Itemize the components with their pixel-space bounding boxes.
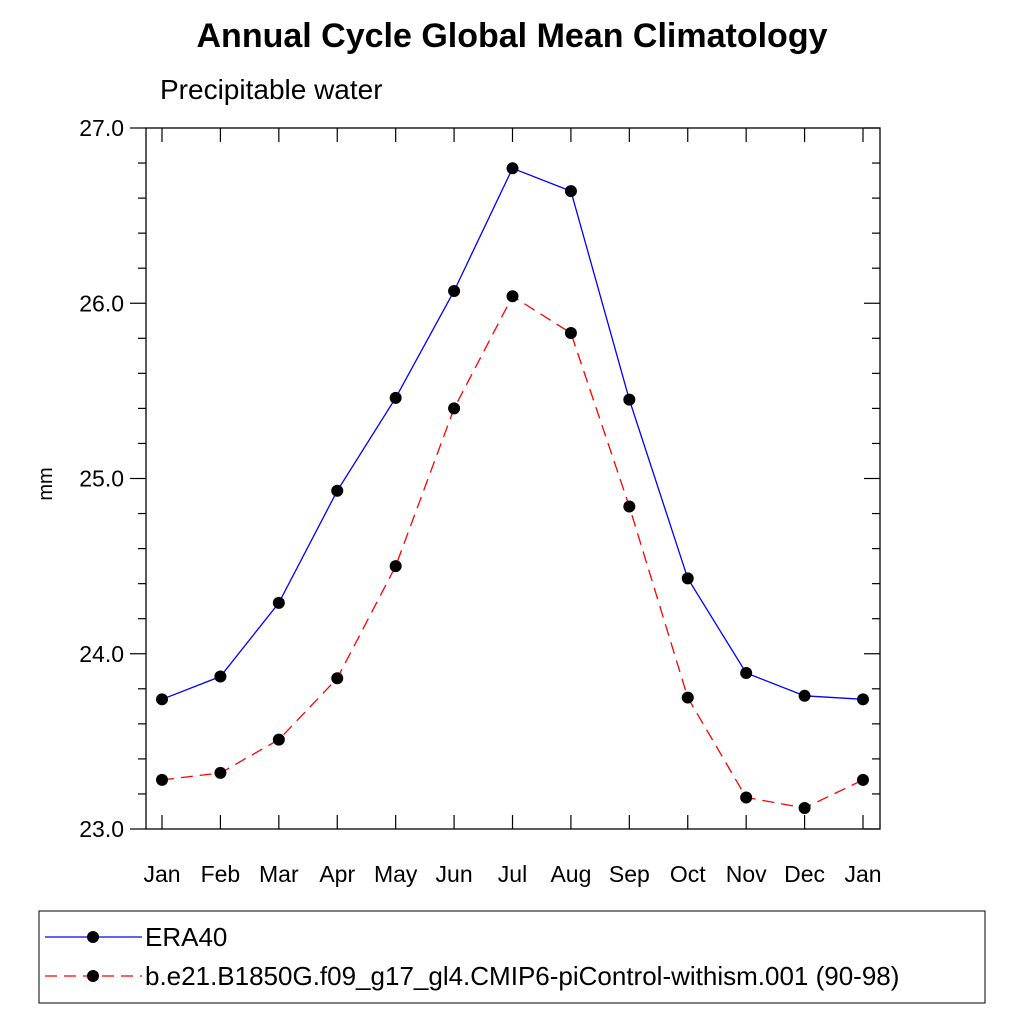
legend-marker: [87, 970, 99, 982]
x-tick-label: Apr: [319, 861, 355, 887]
x-tick-label: Jun: [436, 861, 473, 887]
chart-title: Annual Cycle Global Mean Climatology: [197, 17, 828, 55]
series-line: [161, 295, 864, 809]
data-point: [389, 391, 402, 404]
data-point: [506, 162, 519, 175]
x-tick-label: Feb: [201, 861, 241, 887]
data-point: [857, 693, 869, 706]
series-1: [156, 162, 869, 706]
data-point: [857, 773, 869, 786]
x-tick-label: Jan: [844, 861, 881, 887]
data-point: [564, 185, 577, 198]
x-tick-label: Nov: [726, 861, 767, 887]
data-point: [623, 500, 636, 513]
axis-ticks: Jan Feb Mar Apr May Jun Jul Aug Sep Oct Nov Dec Jan 2…: [79, 115, 881, 887]
x-tick-label: May: [374, 861, 418, 887]
chart-subtitle: Precipitable water: [160, 74, 383, 105]
x-tick-label: Mar: [259, 861, 299, 887]
y-axis-label: mm: [35, 467, 57, 500]
data-point: [331, 484, 344, 497]
data-point: [331, 672, 344, 685]
series-line: [161, 167, 864, 700]
data-point: [214, 670, 227, 683]
data-point: [740, 791, 753, 804]
legend-label: ERA40: [145, 922, 227, 952]
series-layer: [156, 162, 869, 814]
legend-box: [38, 910, 986, 1004]
y-tick-label: 27.0: [79, 115, 124, 141]
series-2: [156, 290, 869, 814]
data-point: [272, 596, 285, 609]
x-tick-label: Jul: [498, 861, 527, 887]
x-tick-label: Sep: [609, 861, 650, 887]
x-tick-label: Dec: [784, 861, 825, 887]
x-tick-label: Oct: [670, 861, 706, 887]
data-point: [272, 733, 285, 746]
data-point: [681, 572, 694, 585]
y-tick-label: 25.0: [79, 466, 124, 492]
data-point: [740, 667, 753, 680]
y-tick-label: 23.0: [79, 816, 124, 842]
data-point: [389, 560, 402, 573]
data-point: [798, 689, 811, 702]
data-point: [156, 773, 168, 786]
data-point: [448, 284, 461, 297]
data-point: [681, 691, 694, 704]
data-point: [214, 766, 227, 779]
y-tick-label: 26.0: [79, 290, 124, 316]
data-point: [156, 693, 168, 706]
plot-frame: [145, 127, 881, 830]
legend-marker: [87, 931, 99, 943]
data-point: [564, 327, 577, 340]
data-point: [506, 290, 519, 303]
data-point: [798, 801, 811, 814]
data-point: [448, 402, 461, 415]
legend-label: b.e21.B1850G.f09_g17_gl4.CMIP6-piControl…: [145, 961, 899, 991]
y-tick-label: 24.0: [79, 641, 124, 667]
x-tick-label: Aug: [550, 861, 591, 887]
data-point: [623, 393, 636, 406]
legend: ERA40 b.e21.B1850G.f09_g17_gl4.CMIP6-piCo…: [38, 910, 986, 1004]
x-tick-label: Jan: [143, 861, 180, 887]
